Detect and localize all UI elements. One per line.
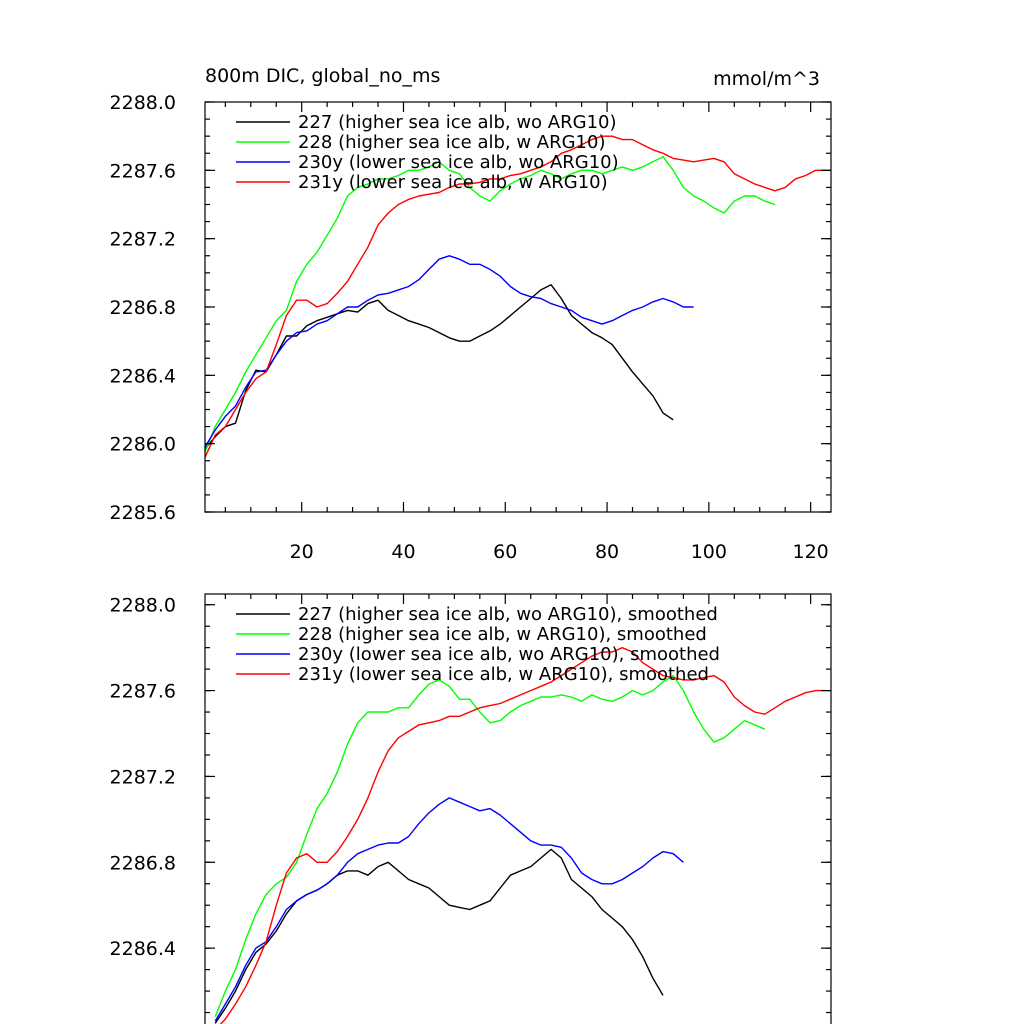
y-tick-label: 2288.0 [110,92,176,114]
legend-label: 231y (lower sea ice alb, w ARG10) [298,172,608,193]
series-line-2 [214,797,684,1022]
y-tick-label: 2286.4 [110,365,176,387]
legend-label: 228 (higher sea ice alb, w ARG10), smoot… [298,624,707,645]
y-tick-label: 2286.8 [110,297,176,319]
legend-label: 228 (higher sea ice alb, w ARG10) [298,132,605,153]
legend: 227 (higher sea ice alb, wo ARG10)228 (h… [236,112,619,193]
x-tick-label: 40 [391,541,415,563]
series-line-3 [219,647,826,1024]
chart-title: 800m DIC, global_no_ms [205,65,440,87]
series-line-1 [204,155,776,453]
x-tick-label: 80 [595,541,619,563]
y-tick-label: 2287.6 [110,681,176,703]
series-layer [214,647,826,1024]
y-tick-label: 2286.8 [110,852,176,874]
y-tick-label: 2286.4 [110,938,176,960]
plot-frame [204,593,832,1024]
x-tick-label: 60 [493,541,517,563]
x-tick-label: 100 [691,541,727,563]
y-tick-label: 2287.2 [110,766,176,788]
plot-frame [204,101,832,513]
axis-layer: 2285.6 2286.0 2286.4 2286.8 2287.2 2287.6 2288… [110,92,831,563]
y-tick-label: 2288.0 [110,595,176,617]
x-tick-label: 20 [290,541,314,563]
series-line-0 [204,284,674,450]
legend-label: 230y (lower sea ice alb, wo ARG10) [298,152,619,173]
legend: 227 (higher sea ice alb, wo ARG10), smoo… [236,604,720,685]
units-label: mmol/m^3 [713,68,820,90]
top-panel: 800m DIC, global_no_ms mmol/m^3 2285.622… [110,65,832,563]
series-line-3 [204,135,826,458]
y-tick-label: 2287.2 [110,229,176,251]
legend-label: 230y (lower sea ice alb, wo ARG10), smoo… [298,644,720,665]
legend-label: 227 (higher sea ice alb, wo ARG10) [298,112,617,133]
legend-label: 231y (lower sea ice alb, w ARG10), smoot… [298,664,709,685]
y-tick-label: 2287.6 [110,160,176,182]
series-line-2 [204,255,694,448]
legend-label: 227 (higher sea ice alb, wo ARG10), smoo… [298,604,718,625]
series-layer [204,135,826,458]
y-tick-label: 2285.6 [110,502,176,524]
series-line-1 [214,674,766,1018]
x-tick-label: 120 [793,541,829,563]
series-line-0 [214,848,664,1024]
y-tick-label: 2286.0 [110,434,176,456]
